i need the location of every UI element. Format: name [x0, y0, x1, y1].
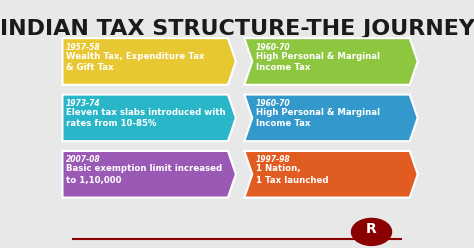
Circle shape: [352, 218, 392, 245]
Text: 1973-74: 1973-74: [66, 99, 101, 108]
Text: High Personal & Marginal
Income Tax: High Personal & Marginal Income Tax: [256, 52, 380, 72]
Text: Eleven tax slabs introduced with
rates from 10-85%: Eleven tax slabs introduced with rates f…: [66, 108, 226, 128]
Text: 1960-70: 1960-70: [256, 99, 291, 108]
Polygon shape: [244, 94, 418, 141]
Text: INDIAN TAX STRUCTURE-THE JOURNEY: INDIAN TAX STRUCTURE-THE JOURNEY: [0, 19, 474, 38]
Text: 1957-58: 1957-58: [66, 43, 101, 52]
Text: Wealth Tax, Expenditure Tax
& Gift Tax: Wealth Tax, Expenditure Tax & Gift Tax: [66, 52, 205, 72]
Text: High Personal & Marginal
Income Tax: High Personal & Marginal Income Tax: [256, 108, 380, 128]
Polygon shape: [63, 94, 236, 141]
Text: 2007-08: 2007-08: [66, 155, 101, 164]
Polygon shape: [244, 151, 418, 198]
Polygon shape: [63, 38, 236, 85]
Text: RISE: RISE: [363, 238, 380, 244]
Text: Basic exemption limit increased
to 1,10,000: Basic exemption limit increased to 1,10,…: [66, 164, 222, 185]
Polygon shape: [63, 151, 236, 198]
Text: 1960-70: 1960-70: [256, 43, 291, 52]
Polygon shape: [244, 38, 418, 85]
Text: R: R: [366, 222, 377, 236]
Text: 1 Nation,
1 Tax launched: 1 Nation, 1 Tax launched: [256, 164, 328, 185]
Text: 1997-98: 1997-98: [256, 155, 291, 164]
